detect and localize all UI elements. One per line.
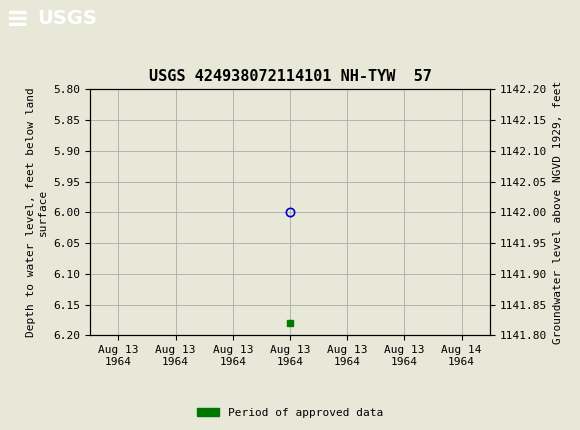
Legend: Period of approved data: Period of approved data — [193, 403, 387, 422]
Text: ≡: ≡ — [6, 5, 29, 33]
Y-axis label: Groundwater level above NGVD 1929, feet: Groundwater level above NGVD 1929, feet — [553, 81, 563, 344]
Text: USGS: USGS — [38, 9, 97, 28]
Title: USGS 424938072114101 NH-TYW  57: USGS 424938072114101 NH-TYW 57 — [148, 69, 432, 84]
Y-axis label: Depth to water level, feet below land
surface: Depth to water level, feet below land su… — [26, 88, 48, 337]
